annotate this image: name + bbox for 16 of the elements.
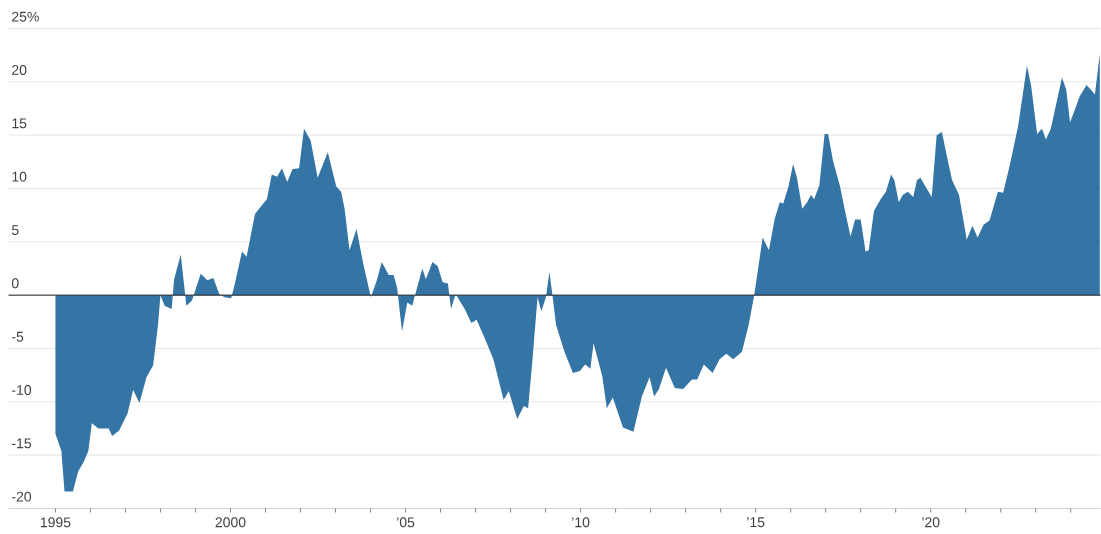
y-tick-label: 0 <box>11 278 19 289</box>
y-tick-label: -20 <box>12 491 32 502</box>
x-tick-label: ’20 <box>922 517 940 528</box>
y-tick-label: 20 <box>12 65 27 75</box>
x-tick-label: 2000 <box>215 517 246 528</box>
y-tick-label: 25% <box>12 11 39 22</box>
x-tick-label: ’15 <box>747 517 765 528</box>
x-tick-label: 1995 <box>40 517 71 528</box>
y-tick-label: -10 <box>12 385 32 395</box>
y-tick-label: 5 <box>11 225 19 235</box>
y-tick-label: 15 <box>12 118 27 129</box>
x-tick-label: ’05 <box>397 517 415 528</box>
x-tick-label: ’10 <box>572 517 590 528</box>
y-tick-label: 10 <box>12 171 27 182</box>
y-tick-label: -5 <box>12 331 24 342</box>
y-tick-label: -15 <box>12 438 32 449</box>
